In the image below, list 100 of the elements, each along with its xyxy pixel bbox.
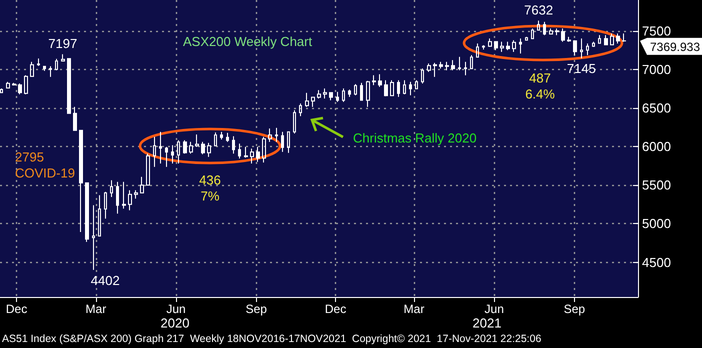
candlestick [116, 181, 119, 214]
candlestick [458, 56, 461, 71]
candlestick [531, 28, 534, 40]
candlestick [366, 80, 370, 108]
candlestick [98, 194, 101, 237]
candlestick [329, 92, 333, 101]
text: 2021 [472, 316, 502, 330]
text: 2020 [160, 316, 190, 330]
candlestick [390, 80, 394, 96]
candlestick [256, 146, 260, 162]
candlestick [555, 28, 559, 36]
annotation: 436 [199, 172, 221, 188]
y-tick-label: 4500 [642, 254, 671, 270]
candlestick [275, 127, 278, 142]
candlestick [464, 61, 467, 76]
y-tick-label: 5500 [642, 178, 671, 193]
candlestick [12, 82, 16, 86]
candlestick [6, 81, 10, 90]
candlestick [183, 140, 187, 154]
candlestick [287, 131, 290, 154]
candlestick [543, 21, 546, 36]
candlestick [439, 61, 443, 70]
candlestick [305, 92, 309, 108]
candlestick [61, 54, 65, 62]
candlestick [445, 61, 449, 71]
candlestick [55, 58, 58, 71]
annotation: 7197 [48, 36, 78, 52]
candlestick [476, 43, 479, 58]
candlestick [567, 36, 571, 42]
candlestick [165, 146, 168, 168]
candlestick [519, 38, 522, 54]
candlestick [616, 32, 620, 44]
candlestick [427, 62, 431, 72]
candlestick [384, 80, 388, 97]
candlestick [134, 190, 138, 200]
candlestick [281, 131, 284, 152]
candlestick [397, 80, 400, 98]
candlestick [67, 58, 71, 114]
candlestick [92, 204, 95, 270]
candlestick [415, 80, 418, 90]
candlestick [189, 141, 193, 154]
annotation: 487 [529, 70, 551, 86]
candlestick [195, 134, 199, 148]
candlestick [482, 44, 485, 50]
candlestick [372, 74, 376, 86]
candlestick [421, 68, 424, 84]
candlestick [378, 74, 382, 88]
x-tick-label: Mar [86, 302, 106, 316]
candlestick [409, 81, 412, 96]
x-tick-label: Jun [484, 302, 504, 316]
candlestick [293, 110, 296, 134]
candlestick [146, 153, 150, 186]
candlestick [354, 84, 357, 96]
candlestick [250, 148, 254, 164]
candlestick [171, 144, 174, 164]
candlestick [226, 132, 229, 142]
x-tick-label: Jun [166, 302, 186, 316]
candlestick [317, 90, 321, 100]
candlestick [336, 91, 339, 102]
candlestick [18, 83, 22, 95]
candlestick [299, 103, 302, 117]
candlestick [488, 38, 492, 48]
x-tick-label: Dec [6, 302, 28, 316]
candlestick [525, 36, 528, 41]
candlestick [604, 34, 608, 46]
candlestick [622, 32, 626, 42]
candlestick [214, 132, 217, 147]
candlestick [73, 106, 77, 132]
candlestick [512, 40, 516, 52]
candlestick [494, 41, 498, 51]
text: AS51 Index (S&P/ASX 200) Graph 217 Weekly 18NOV2016-17NOV2021 Copyright© 2021 17-Nov-2021 22:25:06 [2, 333, 542, 345]
y-tick-label: 7000 [642, 62, 671, 77]
text: ASX200 Weekly Chart [183, 34, 312, 49]
candlestick [580, 38, 583, 59]
candlestick [403, 80, 406, 95]
candlestick [30, 61, 34, 78]
candlestick [342, 88, 345, 102]
candlestick [549, 28, 553, 34]
x-tick-label: Sep [564, 302, 586, 316]
candlestick [323, 88, 327, 100]
candlestick [232, 136, 235, 154]
y-tick-label: 6000 [642, 139, 671, 154]
annotation: 4402 [90, 272, 120, 288]
annotation: 2795 [15, 150, 44, 164]
annotation: Christmas Rally 2020 [353, 130, 477, 146]
candlestick [122, 181, 126, 210]
y-tick-label: 5000 [642, 216, 671, 232]
x-tick-label: Dec [324, 302, 346, 316]
candlestick [610, 32, 614, 46]
candlestick [451, 60, 455, 71]
candlestick [128, 190, 132, 211]
candlestick [500, 41, 504, 52]
annotation: 7369.933 [650, 40, 700, 54]
candlestick [537, 20, 540, 31]
candlestick [104, 191, 107, 220]
candlestick [140, 176, 144, 194]
candlestick [37, 58, 40, 66]
candlestick [85, 182, 89, 242]
annotation: 7145 [566, 61, 596, 76]
candlestick [177, 140, 180, 164]
